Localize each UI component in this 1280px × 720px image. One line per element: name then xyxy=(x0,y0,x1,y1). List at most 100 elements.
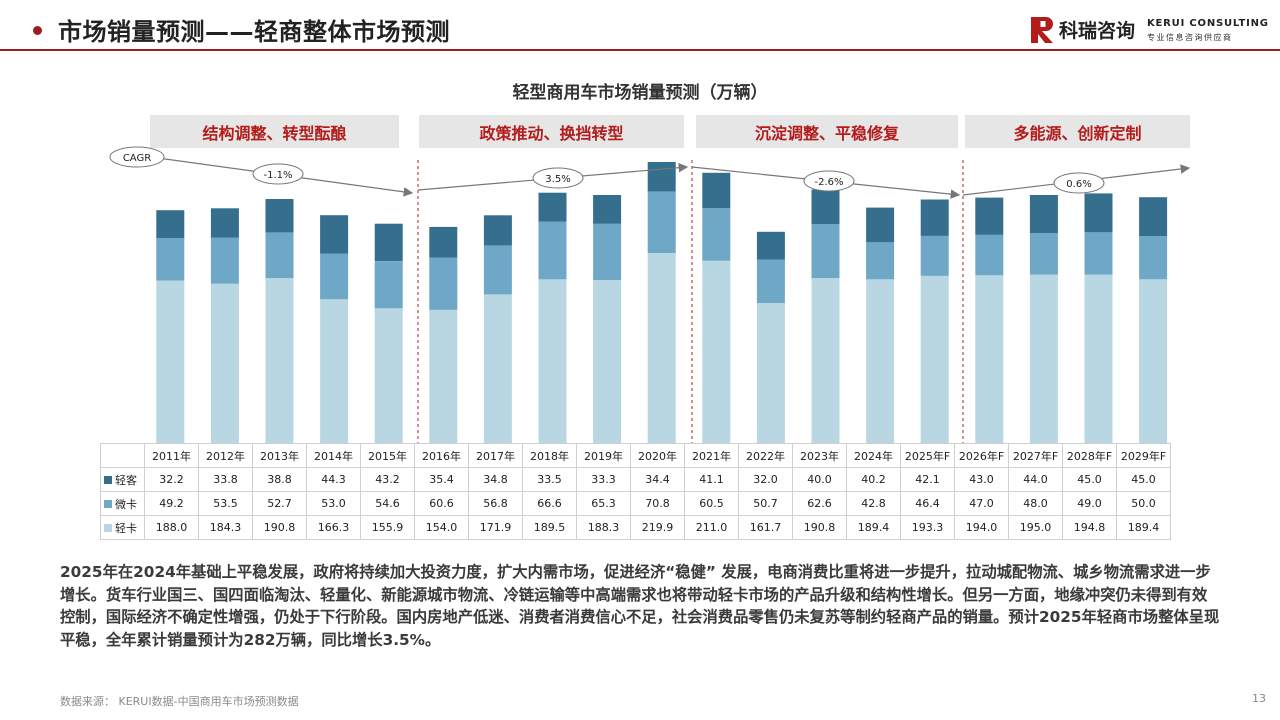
cagr-value-1: -1.1% xyxy=(263,170,292,181)
bar-segment-light-bus xyxy=(647,162,676,192)
phase-banner-3: 沉淀调整、平稳修复 xyxy=(696,115,958,148)
table-cell: 47.0 xyxy=(954,491,1009,516)
table-cell: 50.7 xyxy=(738,491,793,516)
table-cell: 35.4 xyxy=(414,467,469,492)
table-cell: 60.6 xyxy=(414,491,469,516)
cagr-layer: CAGR -1.1% 3.5% -2.6% 0.6% xyxy=(109,146,1191,199)
bar-segment-micro-truck xyxy=(1029,233,1058,275)
data-source-note: 数据来源： KERUI数据-中国商用车市场预测数据 xyxy=(60,695,299,708)
table-year-header: 2022年 xyxy=(738,443,793,468)
bar-segment-micro-truck xyxy=(866,242,895,280)
row-label-micro-truck: 微卡 xyxy=(100,491,145,516)
table-cell: 155.9 xyxy=(360,515,415,540)
bar-segment-light-bus xyxy=(265,199,294,233)
bar-segment-micro-truck xyxy=(1139,236,1168,280)
bar-segment-light-truck xyxy=(1139,279,1168,443)
bar-segment-light-bus xyxy=(538,192,567,222)
table-cell: 38.8 xyxy=(252,467,307,492)
bar-segment-light-truck xyxy=(593,280,622,443)
table-year-header: 2029年F xyxy=(1116,443,1171,468)
table-cell: 189.4 xyxy=(846,515,901,540)
bar-segment-micro-truck xyxy=(1084,232,1113,275)
table-cell: 32.0 xyxy=(738,467,793,492)
table-cell: 40.2 xyxy=(846,467,901,492)
table-cell: 188.0 xyxy=(144,515,199,540)
cagr-value-bubble-2 xyxy=(532,167,584,189)
cagr-label: CAGR xyxy=(123,153,151,164)
table-cell: 45.0 xyxy=(1062,467,1117,492)
bar-segment-micro-truck xyxy=(593,223,622,281)
table-cell: 45.0 xyxy=(1116,467,1171,492)
table-year-header: 2013年 xyxy=(252,443,307,468)
table-cell: 189.4 xyxy=(1116,515,1171,540)
table-year-header: 2025年F xyxy=(900,443,955,468)
table-cell: 40.0 xyxy=(792,467,847,492)
table-cell: 42.1 xyxy=(900,467,955,492)
cagr-value-bubble-4 xyxy=(1053,172,1105,194)
page-title: 市场销量预测——轻商整体市场预测 xyxy=(58,18,450,46)
table-cell: 54.6 xyxy=(360,491,415,516)
bar-segment-micro-truck xyxy=(483,245,512,295)
table-year-header: 2027年F xyxy=(1008,443,1063,468)
legend-swatch-light-truck xyxy=(104,523,112,532)
bars-layer xyxy=(156,160,1168,443)
bar-segment-light-bus xyxy=(975,197,1004,235)
bar-segment-light-truck xyxy=(374,308,403,443)
table-cell: 195.0 xyxy=(1008,515,1063,540)
bar-segment-light-bus xyxy=(920,199,949,236)
bar-segment-light-bus xyxy=(1139,197,1168,237)
bar-segment-light-bus xyxy=(210,208,239,238)
cagr-label-bubble xyxy=(109,146,165,168)
bar-segment-micro-truck xyxy=(210,237,239,284)
bar-segment-light-truck xyxy=(210,283,239,443)
table-year-header: 2012年 xyxy=(198,443,253,468)
table-year-header: 2011年 xyxy=(144,443,199,468)
table-cell: 194.0 xyxy=(954,515,1009,540)
phase-banner-2: 政策推动、换挡转型 xyxy=(419,115,684,148)
table-year-header: 2020年 xyxy=(630,443,685,468)
bar-segment-micro-truck xyxy=(647,191,676,253)
stacked-bar-chart: CAGR -1.1% 3.5% -2.6% 0.6% xyxy=(109,146,1191,443)
table-year-header: 2028年F xyxy=(1062,443,1117,468)
table-cell: 166.3 xyxy=(306,515,361,540)
table-cell: 190.8 xyxy=(792,515,847,540)
table-cell: 44.0 xyxy=(1008,467,1063,492)
table-cell: 33.3 xyxy=(576,467,631,492)
table-cell: 171.9 xyxy=(468,515,523,540)
bar-segment-light-truck xyxy=(702,260,731,443)
table-cell: 53.0 xyxy=(306,491,361,516)
table-cell: 60.5 xyxy=(684,491,739,516)
table-cell: 184.3 xyxy=(198,515,253,540)
bar-segment-light-truck xyxy=(756,303,785,443)
table-cell: 211.0 xyxy=(684,515,739,540)
bar-segment-light-truck xyxy=(538,279,567,443)
bar-segment-light-bus xyxy=(756,231,785,260)
bar-segment-light-truck xyxy=(975,275,1004,443)
table-cell: 41.1 xyxy=(684,467,739,492)
legend-swatch-light-bus xyxy=(104,475,112,484)
bar-segment-micro-truck xyxy=(702,208,731,261)
bar-segment-light-truck xyxy=(156,280,185,443)
table-cell: 46.4 xyxy=(900,491,955,516)
bar-segment-micro-truck xyxy=(320,253,349,300)
bar-segment-light-truck xyxy=(320,299,349,443)
bar-segment-micro-truck xyxy=(756,259,785,304)
bar-segment-light-truck xyxy=(1084,274,1113,443)
table-cell: 189.5 xyxy=(522,515,577,540)
bar-segment-micro-truck xyxy=(429,257,458,310)
table-cell: 34.4 xyxy=(630,467,685,492)
page-number: 13 xyxy=(1252,692,1266,705)
bar-segment-light-bus xyxy=(811,189,840,224)
table-year-header: 2014年 xyxy=(306,443,361,468)
table-cell: 188.3 xyxy=(576,515,631,540)
cagr-value-2: 3.5% xyxy=(545,174,570,185)
legend-swatch-micro-truck xyxy=(104,499,112,508)
table-cell: 154.0 xyxy=(414,515,469,540)
bar-segment-light-truck xyxy=(265,278,294,443)
logo-tagline: 专业信息咨询供应商 xyxy=(1147,33,1233,42)
table-year-header: 2019年 xyxy=(576,443,631,468)
bar-segment-micro-truck xyxy=(265,232,294,279)
kerui-logo-icon xyxy=(1031,17,1053,43)
table-row: 微卡 49.2 53.5 52.7 53.0 54.6 60.6 56.8 66.6 65.3 7… xyxy=(100,491,1171,516)
analysis-paragraph: 2025年在2024年基础上平稳发展，政府将持续加大投资力度，扩大内需市场，促进… xyxy=(60,563,1220,649)
